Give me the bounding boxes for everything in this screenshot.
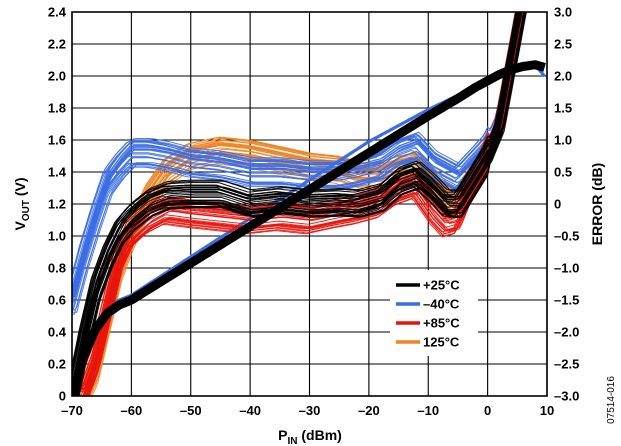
legend: +25°C –40°C +85°C 125°C	[390, 270, 478, 356]
y2-tick-label: 1.5	[554, 101, 572, 116]
y-tick-label: 0	[59, 389, 66, 404]
error-trace	[72, 12, 524, 296]
error-trace	[72, 12, 518, 290]
y2-tick-label: 1.0	[554, 133, 572, 148]
y2-tick-label: –0.5	[554, 229, 579, 244]
x-tick-label: –40	[239, 403, 261, 418]
x-axis-title: PIN (dBm)	[278, 427, 342, 446]
error-trace	[72, 12, 517, 385]
y-tick-label: 1.4	[48, 165, 67, 180]
y2-tick-label: –1.5	[554, 293, 579, 308]
x-tick-label: –50	[180, 403, 202, 418]
error-trace	[72, 12, 524, 293]
y-tick-label: 0.4	[48, 325, 67, 340]
y-tick-label: 1.6	[48, 133, 66, 148]
series-1	[72, 12, 546, 394]
y-tick-label: 1.8	[48, 101, 66, 116]
y2-tick-label: 0.5	[554, 165, 572, 180]
error-trace	[72, 12, 522, 294]
error-trace	[76, 12, 525, 396]
x-tick-label: –70	[61, 403, 83, 418]
y-tick-labels: 0 0.2 0.4 0.6 0.8 1.0 1.2 1.4 1.6 1.8 2.0 2.2 2.4	[48, 5, 67, 404]
y2-tick-label: –1.0	[554, 261, 579, 276]
error-trace	[72, 12, 522, 396]
x-tick-label: –10	[417, 403, 439, 418]
error-trace	[72, 12, 519, 379]
x-tick-label: –30	[299, 403, 321, 418]
y2-tick-label: 3.0	[554, 5, 572, 20]
error-trace	[78, 12, 527, 396]
legend-label: –40°C	[423, 297, 460, 312]
x-tick-labels: –70 –60 –50 –40 –30 –20 –10 0 10	[61, 403, 554, 418]
figure-id: 07514-016	[606, 376, 617, 424]
y-tick-label: 1.2	[48, 197, 66, 212]
series-0	[72, 12, 547, 396]
y2-tick-label: –2.5	[554, 357, 579, 372]
y2-tick-label: –2.0	[554, 325, 579, 340]
y-tick-label: 1.0	[48, 229, 66, 244]
error-trace	[88, 12, 524, 396]
error-trace	[72, 12, 524, 287]
y-tick-label: 0.6	[48, 293, 66, 308]
plot-frame	[71, 11, 548, 397]
error-trace	[72, 12, 525, 396]
y-tick-label: 2.0	[48, 69, 66, 84]
y-tick-label: 2.2	[48, 37, 66, 52]
error-trace	[72, 12, 524, 290]
legend-label: +25°C	[423, 278, 460, 293]
vout-trace	[72, 60, 547, 396]
y2-tick-label: –3.0	[554, 389, 579, 404]
y2-axis-title: ERROR (dB)	[589, 163, 605, 245]
legend-label: 125°C	[423, 335, 460, 350]
y2-tick-label: 0	[554, 197, 561, 212]
y2-tick-label: 2.5	[554, 37, 572, 52]
y-tick-label: 2.4	[48, 5, 67, 20]
y-tick-label: 0.2	[48, 357, 66, 372]
x-tick-label: 10	[540, 403, 554, 418]
y2-tick-label: 2.0	[554, 69, 572, 84]
y-tick-label: 0.8	[48, 261, 66, 276]
x-tick-label: –60	[121, 403, 143, 418]
legend-label: +85°C	[423, 316, 460, 331]
y2-tick-labels: –3.0 –2.5 –2.0 –1.5 –1.0 –0.5 0 0.5 1.0 1.5 2.0 2.5…	[554, 5, 579, 404]
error-trace	[72, 12, 522, 395]
x-tick-label: –20	[358, 403, 380, 418]
curves	[72, 12, 547, 396]
x-tick-label: 0	[484, 403, 491, 418]
y-axis-title: VOUT (V)	[12, 177, 32, 230]
